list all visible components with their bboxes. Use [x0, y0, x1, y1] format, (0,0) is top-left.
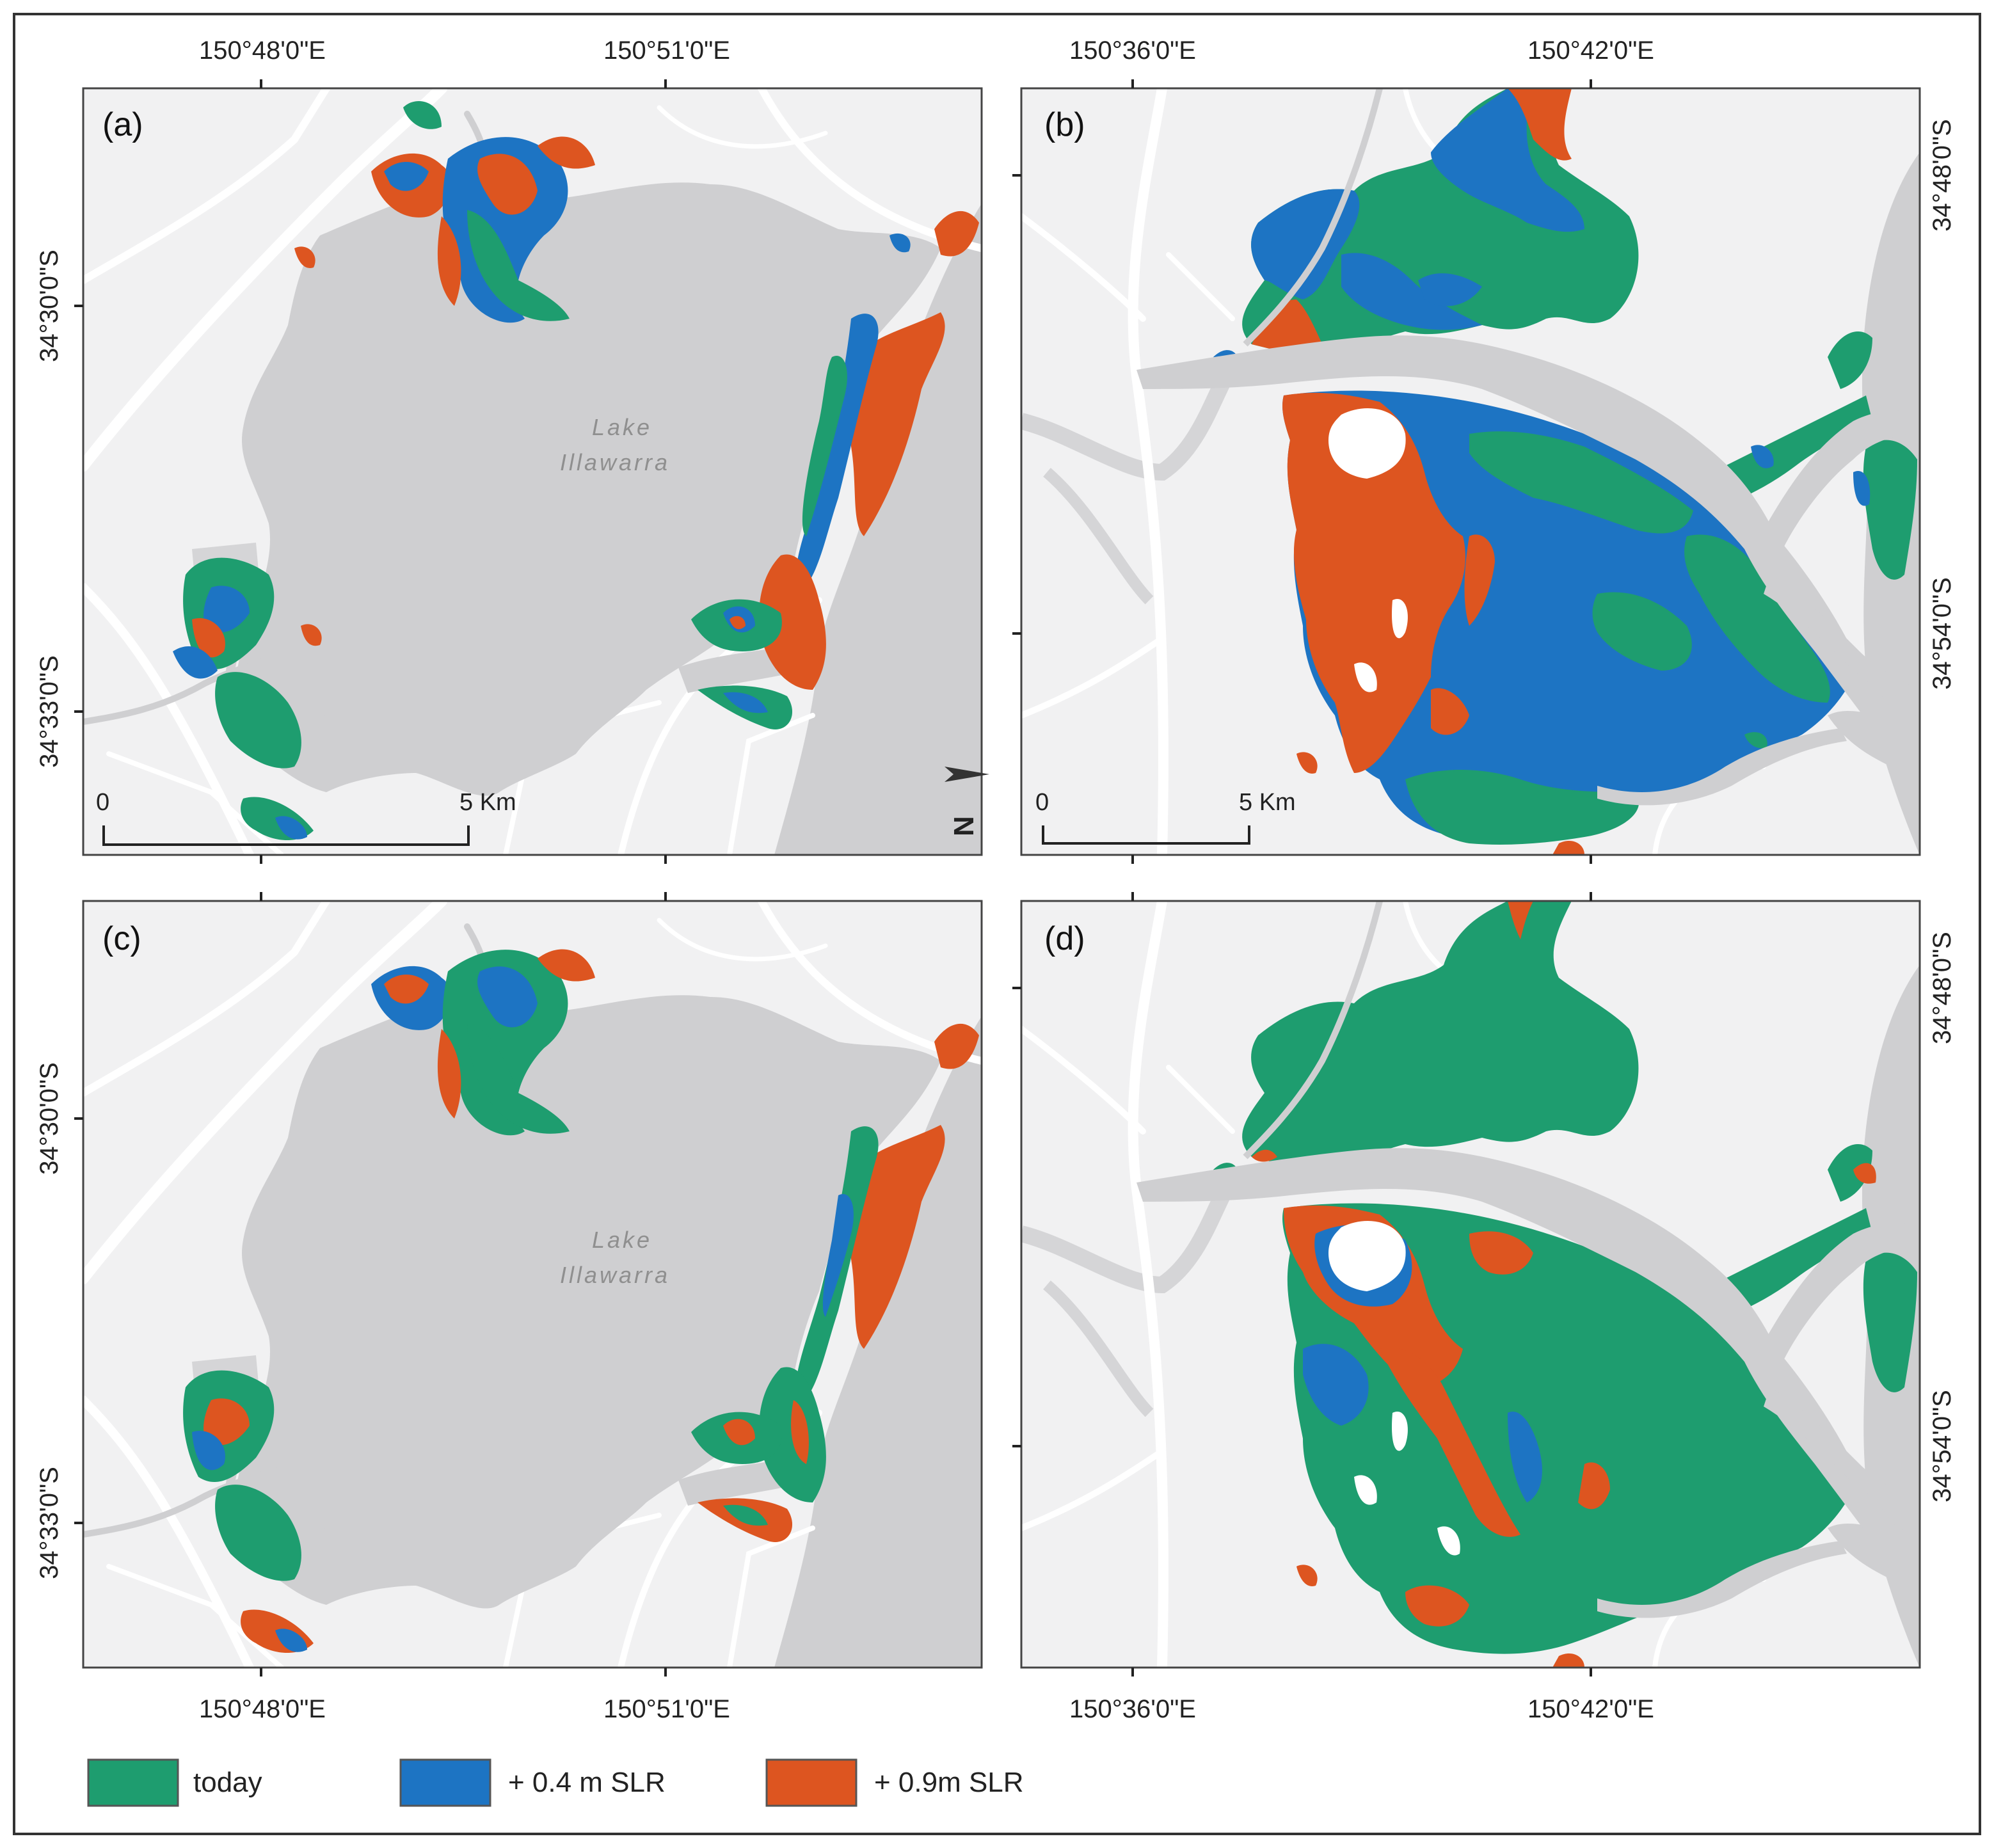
panel-a-scale-end: 5 Km — [459, 789, 516, 816]
panel-b-letter: (b) — [1044, 106, 1085, 143]
legend-label-today: today — [193, 1767, 262, 1798]
legend-label-slr-0-4: + 0.4 m SLR — [508, 1767, 666, 1798]
panel-c-map — [83, 901, 982, 1668]
panel-b-map — [1021, 88, 1920, 855]
panel-a-lake-label-1: Lake — [592, 414, 652, 440]
panel-a-lon-tick-1: 150°48'0"E — [199, 36, 326, 65]
panel-c-frame — [82, 900, 983, 1669]
panel-c-lake-label-1: Lake — [592, 1227, 652, 1253]
figure-frame — [13, 13, 1981, 1835]
panel-d-lat-tick-2: 34°54'0"S — [1928, 1390, 1956, 1502]
panel-a-scale-bar: 0 5 Km — [96, 789, 516, 846]
panel-b-lon-tick-1: 150°36'0"E — [1069, 36, 1196, 65]
panel-b-lat-tick-1: 34°48'0"S — [1928, 119, 1956, 232]
panel-d-letter: (d) — [1044, 920, 1085, 957]
legend-swatch-slr-0-4 — [399, 1758, 491, 1807]
panel-a: (a) Lake Illawarra 0 5 Km N 150°48'0"E 1… — [35, 36, 989, 864]
panel-a-map — [83, 88, 982, 855]
panel-a-lon-tick-2: 150°51'0"E — [603, 36, 730, 65]
panel-a-north-arrow: N — [945, 767, 989, 836]
panel-c: (c) Lake Illawarra 150°48'0"E 150°51'0"E… — [35, 892, 983, 1723]
panel-b-scale-bar: 0 5 Km — [1035, 789, 1296, 845]
panel-d: (d) 150°36'0"E 150°42'0"E 34°48'0"S 34°5… — [1012, 892, 1956, 1723]
legend-label-slr-0-9: + 0.9m SLR — [874, 1767, 1024, 1798]
panel-a-lat-tick-1: 34°30'0"S — [35, 250, 63, 362]
panel-a-lat-tick-2: 34°33'0"S — [35, 655, 63, 768]
panel-a-lake-label-2: Illawarra — [560, 449, 670, 475]
panel-b-scale-zero: 0 — [1035, 789, 1049, 816]
panel-d-frame — [1020, 900, 1921, 1669]
panel-c-lon-tick-2: 150°51'0"E — [603, 1695, 730, 1723]
panel-d-lon-tick-1: 150°36'0"E — [1069, 1695, 1196, 1723]
panel-b-lat-tick-2: 34°54'0"S — [1928, 577, 1956, 690]
panel-c-letter: (c) — [102, 920, 141, 957]
panel-b: (b) 0 5 Km 150°36'0"E 150°42'0"E 34°48'0… — [1012, 36, 1956, 864]
panel-d-map — [1021, 901, 1920, 1668]
panel-d-lon-tick-2: 150°42'0"E — [1527, 1695, 1654, 1723]
panel-c-lake-label-2: Illawarra — [560, 1262, 670, 1288]
panel-b-scale-end: 5 Km — [1239, 789, 1296, 816]
panel-a-letter: (a) — [102, 106, 143, 143]
panel-a-frame — [82, 87, 983, 856]
panel-d-lat-tick-1: 34°48'0"S — [1928, 932, 1956, 1044]
legend-swatch-today — [87, 1758, 179, 1807]
panel-c-lat-tick-1: 34°30'0"S — [35, 1062, 63, 1175]
panel-b-lon-tick-2: 150°42'0"E — [1527, 36, 1654, 65]
panel-a-north-label: N — [948, 816, 980, 836]
panel-a-scale-zero: 0 — [96, 789, 109, 816]
panel-c-lon-tick-1: 150°48'0"E — [199, 1695, 326, 1723]
panel-c-lat-tick-2: 34°33'0"S — [35, 1467, 63, 1579]
panel-b-frame — [1020, 87, 1921, 856]
legend-swatch-slr-0-9 — [765, 1758, 857, 1807]
legend: today + 0.4 m SLR + 0.9m SLR — [87, 1758, 1024, 1807]
